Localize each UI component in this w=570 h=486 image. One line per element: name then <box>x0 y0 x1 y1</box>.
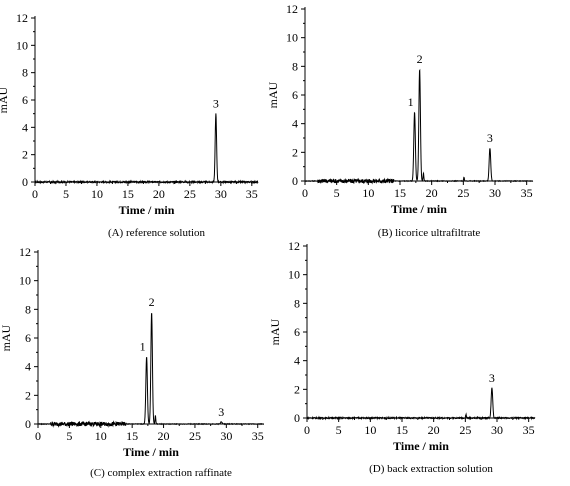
y-tick-label: 6 <box>292 88 298 102</box>
x-tick-label: 5 <box>63 187 69 201</box>
x-tick-label: 0 <box>35 429 41 443</box>
x-tick-label: 15 <box>394 186 406 200</box>
y-tick-label: 12 <box>288 239 300 253</box>
peak-label-3: 3 <box>487 131 493 145</box>
chromatogram-trace <box>306 387 536 421</box>
x-axis-title: Time / min <box>119 203 175 217</box>
x-tick-label: 20 <box>153 187 165 201</box>
y-tick-label: 0 <box>25 417 31 431</box>
y-tick-label: 2 <box>25 388 31 402</box>
x-tick-label: 0 <box>32 187 38 201</box>
x-tick-label: 10 <box>91 187 103 201</box>
y-tick-label: 4 <box>22 120 28 134</box>
y-tick-label: 6 <box>294 325 300 339</box>
x-tick-label: 35 <box>523 423 535 437</box>
peak-label-3: 3 <box>218 405 224 419</box>
x-tick-label: 35 <box>252 429 264 443</box>
y-axis-title: mAU <box>0 324 13 351</box>
y-tick-label: 0 <box>22 175 28 189</box>
x-tick-label: 10 <box>364 423 376 437</box>
x-tick-label: 0 <box>302 186 308 200</box>
x-tick-label: 10 <box>95 429 107 443</box>
x-tick-label: 15 <box>126 429 138 443</box>
x-axis-title: Time / min <box>391 202 447 216</box>
x-tick-label: 10 <box>362 186 374 200</box>
peak-label-3: 3 <box>489 371 495 385</box>
x-tick-label: 25 <box>459 423 471 437</box>
x-tick-label: 25 <box>189 429 201 443</box>
y-tick-label: 10 <box>19 274 31 288</box>
y-tick-label: 8 <box>294 296 300 310</box>
y-tick-label: 10 <box>288 268 300 282</box>
peak-label-1: 1 <box>408 95 414 109</box>
chromatogram-trace <box>304 68 534 185</box>
x-tick-label: 15 <box>122 187 134 201</box>
y-axis-title: mAU <box>268 318 282 345</box>
x-axis-title: Time / min <box>393 439 449 453</box>
x-tick-label: 30 <box>220 429 232 443</box>
peak-label-3: 3 <box>213 97 219 111</box>
panel-caption: (B) licorice ultrafiltrate <box>378 227 481 239</box>
chromatogram-trace <box>37 313 265 428</box>
y-tick-label: 2 <box>294 382 300 396</box>
x-tick-label: 20 <box>428 423 440 437</box>
y-axis-title: mAU <box>0 86 10 113</box>
panel-caption: (D) back extraction solution <box>369 463 493 475</box>
y-tick-label: 2 <box>292 145 298 159</box>
y-axis-title: mAU <box>266 81 280 108</box>
y-tick-label: 4 <box>292 117 298 131</box>
peak-label-2: 2 <box>149 295 155 309</box>
x-tick-label: 30 <box>489 186 501 200</box>
panel-caption: (A) reference solution <box>108 227 206 239</box>
y-tick-label: 12 <box>16 11 28 25</box>
peak-label-2: 2 <box>417 52 423 66</box>
y-tick-label: 8 <box>292 59 298 73</box>
y-tick-label: 12 <box>286 2 298 16</box>
y-tick-label: 4 <box>25 360 31 374</box>
y-tick-label: 8 <box>22 66 28 80</box>
peak-label-1: 1 <box>140 340 146 354</box>
y-tick-label: 0 <box>294 411 300 425</box>
chart-panel-3: 0 5 10 15 20 25 30 35 0 2 4 6 8 10 12 Time / min mAU (D) … <box>268 239 536 475</box>
x-tick-label: 30 <box>215 187 227 201</box>
chart-panel-0: 0 5 10 15 20 25 30 35 0 2 4 6 8 10 12 Time / min mAU (A) … <box>0 11 259 239</box>
x-tick-label: 30 <box>491 423 503 437</box>
y-tick-label: 0 <box>292 174 298 188</box>
x-tick-label: 25 <box>184 187 196 201</box>
panel-caption: (C) complex extraction raffinate <box>90 467 232 479</box>
y-tick-label: 4 <box>294 354 300 368</box>
x-tick-label: 5 <box>334 186 340 200</box>
y-tick-label: 6 <box>25 331 31 345</box>
y-tick-label: 12 <box>19 245 31 259</box>
x-tick-label: 25 <box>457 186 469 200</box>
chromatogram-trace <box>34 113 259 185</box>
x-tick-label: 20 <box>426 186 438 200</box>
y-tick-label: 10 <box>16 38 28 52</box>
x-tick-label: 5 <box>66 429 72 443</box>
x-axis-title: Time / min <box>123 445 179 459</box>
x-tick-label: 35 <box>521 186 533 200</box>
x-tick-label: 5 <box>336 423 342 437</box>
y-tick-label: 2 <box>22 148 28 162</box>
y-tick-label: 6 <box>22 93 28 107</box>
x-tick-label: 15 <box>396 423 408 437</box>
x-tick-label: 20 <box>158 429 170 443</box>
x-tick-label: 35 <box>246 187 258 201</box>
y-tick-label: 10 <box>286 31 298 45</box>
y-tick-label: 8 <box>25 302 31 316</box>
x-tick-label: 0 <box>304 423 310 437</box>
